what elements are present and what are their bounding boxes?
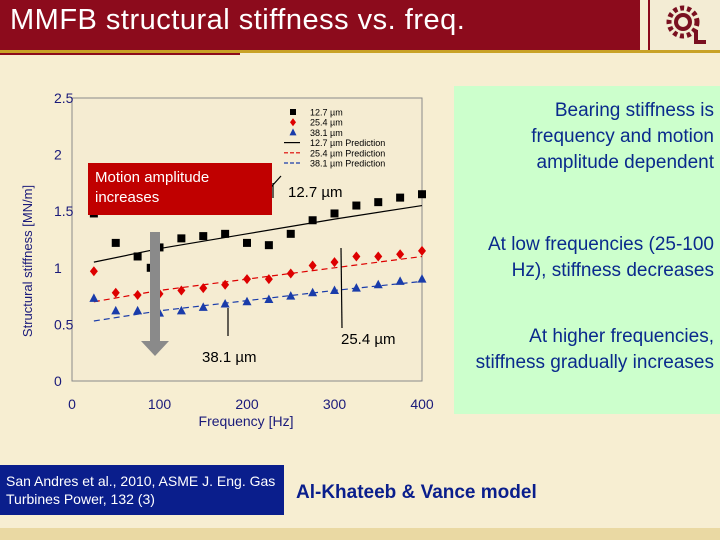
data-point-38-1-um [89, 293, 99, 302]
data-point-38-1-um [242, 296, 252, 306]
y-tick-label: 0.5 [54, 316, 74, 332]
title-bar: MMFB structural stiffness vs. freq. [0, 0, 640, 50]
data-point-38-1-um [198, 302, 208, 311]
y-axis-label: Structural stiffness [MN/m] [20, 185, 35, 337]
data-point-12-7-um [221, 229, 230, 238]
y-tick-label: 0 [54, 373, 62, 389]
annotation-25-4: 25.4 µm [341, 331, 396, 348]
data-point-25-4-um [374, 251, 383, 262]
y-tick-label: 2.5 [54, 90, 74, 106]
note-high-freq: At higher frequencies, stiffness gradual… [475, 326, 714, 373]
lab-logo [648, 0, 720, 50]
y-tick-label: 1 [54, 260, 62, 276]
data-point-12-7-um [199, 232, 208, 241]
bottom-band [0, 528, 720, 540]
note-dependency: Bearing stiffness is frequency and motio… [531, 100, 714, 173]
title-rule-red [0, 53, 240, 55]
data-point-25-4-um [111, 287, 120, 298]
data-point-12-7-um [396, 193, 405, 202]
data-point-25-4-um [199, 283, 208, 294]
data-point-38-1-um [176, 305, 186, 315]
data-point-25-4-um [352, 251, 361, 262]
model-name: Al-Khateeb & Vance model [296, 482, 537, 503]
data-point-38-1-um [330, 285, 339, 294]
data-point-12-7-um [330, 209, 339, 218]
legend-label-12-7-um-prediction: 12.7 µm Prediction [310, 138, 385, 148]
data-point-25-4-um [89, 266, 98, 277]
data-point-25-4-um [308, 260, 317, 271]
data-point-12-7-um [264, 241, 273, 250]
data-point-12-7-um [243, 238, 251, 247]
data-point-12-7-um [418, 190, 426, 199]
stiffness-chart: 0 100 200 300 400 0 0.5 1 1.5 2 2.5 12.7 µm 25.4 µm… [0, 86, 450, 436]
data-point-12-7-um [352, 201, 361, 210]
data-point-12-7-um [286, 229, 295, 238]
x-axis-label: Frequency [Hz] [199, 413, 294, 429]
legend-symbol-25-4-um [290, 118, 296, 127]
data-point-38-1-um [351, 283, 361, 292]
data-point-38-1-um [395, 276, 405, 285]
data-point-25-4-um [221, 279, 230, 290]
title-rule-gold [0, 50, 720, 53]
data-point-25-4-um [418, 245, 426, 256]
data-point-25-4-um [133, 289, 142, 300]
legend-label-25-4-um-prediction: 25.4 µm Prediction [310, 148, 385, 158]
x-tick-label: 100 [148, 396, 172, 412]
x-tick-label: 200 [235, 396, 259, 412]
data-point-38-1-um [111, 305, 121, 315]
data-point-38-1-um [286, 291, 296, 300]
annotation-38-1: 38.1 µm [202, 349, 257, 366]
data-point-25-4-um [243, 274, 251, 285]
legend-label-25-4-um: 25.4 µm [310, 118, 343, 128]
data-point-25-4-um [177, 285, 186, 296]
data-point-12-7-um [374, 198, 383, 207]
data-point-25-4-um [330, 257, 339, 268]
note-low-freq: At low frequencies (25-100 Hz), stiffnes… [487, 234, 714, 281]
data-point-38-1-um [373, 279, 383, 289]
data-point-38-1-um [264, 294, 274, 303]
data-point-12-7-um [177, 234, 186, 243]
legend-label-38-1-um: 38.1 µm [310, 128, 343, 138]
data-point-25-4-um [286, 268, 295, 279]
data-point-38-1-um [220, 299, 230, 308]
slide-title: MMFB structural stiffness vs. freq. [10, 4, 466, 36]
annotation-12-7: 12.7 µm [288, 184, 343, 201]
data-point-25-4-um [264, 274, 273, 285]
data-point-38-1-um [308, 287, 318, 297]
amplitude-callout: Motion amplitude increases [88, 163, 272, 215]
data-point-38-1-um [133, 305, 143, 315]
legend-label-12-7-um: 12.7 µm [310, 108, 343, 118]
y-tick-label: 1.5 [54, 203, 74, 219]
data-point-12-7-um [133, 252, 142, 261]
data-point-12-7-um [111, 238, 120, 247]
legend-symbol-12-7-um [290, 109, 296, 115]
legend-label-38-1-um-prediction: 38.1 µm Prediction [310, 159, 385, 169]
amplitude-arrow-icon [141, 232, 169, 356]
data-point-25-4-um [396, 249, 405, 260]
legend-symbol-38-1-um [289, 128, 297, 136]
gear-logo-icon [666, 5, 706, 44]
data-point-38-1-um [417, 274, 427, 283]
data-point-12-7-um [308, 216, 317, 225]
notes-box: Bearing stiffness is frequency and motio… [454, 86, 720, 414]
reference-box: San Andres et al., 2010, ASME J. Eng. Ga… [0, 465, 284, 515]
x-tick-label: 300 [323, 396, 347, 412]
x-tick-label: 400 [410, 396, 434, 412]
y-tick-label: 2 [54, 147, 62, 163]
x-tick-label: 0 [68, 396, 76, 412]
